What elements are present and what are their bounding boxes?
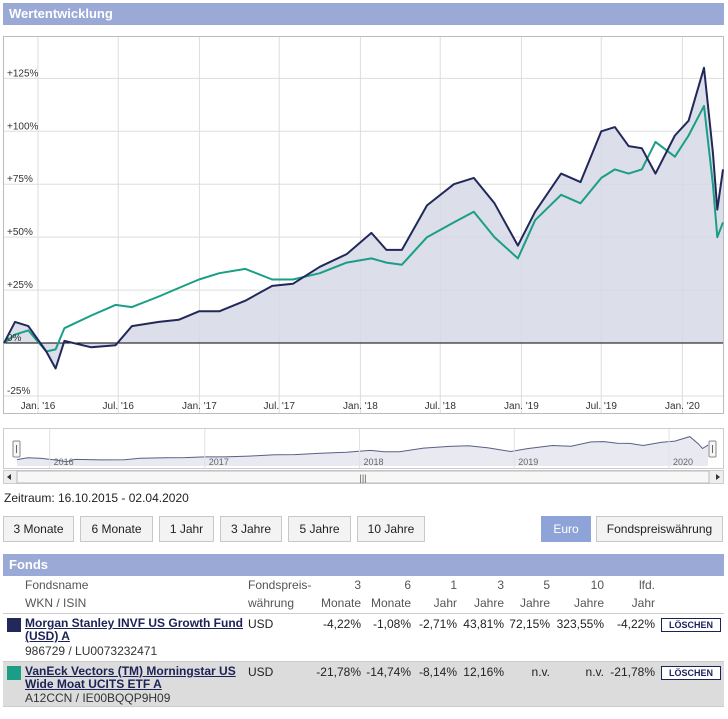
currency-euro-button[interactable]: Euro	[541, 516, 591, 542]
scrollbar-thumb[interactable]	[16, 470, 710, 484]
y-tick-label: -25%	[7, 386, 30, 397]
period-3-months-button[interactable]: 3 Monate	[3, 516, 74, 542]
fund-perf-3m: -21,78%	[316, 665, 361, 679]
col-header-currency: Fondspreis-währung	[248, 578, 312, 610]
period-6-months-button[interactable]: 6 Monate	[80, 516, 153, 542]
series-line-morgan-stanley	[3, 66, 724, 370]
performance-chart[interactable]: +125% +100% +75% +50% +25% 0% -25% Jan. '16 Jul.…	[3, 36, 724, 414]
series-line-vaneck	[3, 104, 724, 353]
period-5-years-button[interactable]: 5 Jahre	[288, 516, 351, 542]
x-tick-label: Jul. '18	[425, 401, 457, 412]
row-divider	[3, 661, 724, 662]
fund-perf-1y: -2,71%	[418, 617, 457, 631]
performance-panel-title: Wertentwicklung	[9, 6, 113, 21]
x-tick-label: Jul. '17	[264, 401, 296, 412]
fund-perf-6m: -1,08%	[372, 617, 411, 631]
x-tick-label: Jul. '16	[103, 401, 135, 412]
x-tick-label: Jan. '17	[182, 401, 217, 412]
fund-perf-10y: n.v.	[585, 665, 604, 679]
navigator-year-label: 2017	[209, 457, 229, 467]
table-bottom-divider	[3, 706, 724, 707]
navigator-year-label: 2018	[364, 457, 384, 467]
fund-perf-3m: -4,22%	[322, 617, 361, 631]
table-row: Morgan Stanley INVF US Growth Fund (USD)…	[3, 614, 724, 661]
series-color-swatch	[7, 666, 21, 680]
table-header-divider	[3, 613, 724, 614]
series-area-fill	[4, 67, 723, 369]
time-navigator[interactable]: 2016 2017 2018 2019 2020 |||	[3, 428, 724, 488]
period-range-text: Zeitraum: 16.10.2015 - 02.04.2020	[4, 491, 189, 505]
navigator-year-label: 2020	[673, 457, 693, 467]
col-header-6m: 6 Monate	[370, 578, 411, 610]
fonds-panel-header: Fonds	[3, 554, 724, 576]
currency-fund-button[interactable]: Fondspreiswährung	[596, 516, 723, 542]
period-1-year-button[interactable]: 1 Jahr	[159, 516, 214, 542]
x-tick-label: Jan. '20	[665, 401, 700, 412]
y-tick-label: +125%	[7, 68, 39, 79]
col-header-ytd: lfd. Jahr	[631, 578, 655, 610]
y-tick-label: 0%	[7, 333, 22, 344]
scroll-right-arrow-icon[interactable]	[716, 474, 720, 480]
x-tick-label: Jul. '19	[586, 401, 618, 412]
fund-perf-ytd: -4,22%	[616, 617, 655, 631]
navigator-line	[16, 436, 709, 463]
scroll-left-arrow-icon[interactable]	[7, 474, 11, 480]
delete-fund-button[interactable]: LÖSCHEN	[661, 666, 721, 680]
performance-panel-header: Wertentwicklung	[3, 3, 724, 25]
delete-fund-button[interactable]: LÖSCHEN	[661, 618, 721, 632]
fund-ids: 986729 / LU0073232471	[25, 644, 158, 658]
x-tick-label: Jan. '18	[343, 401, 378, 412]
col-header-3m: 3 Monate	[320, 578, 361, 610]
x-tick-label: Jan. '19	[504, 401, 539, 412]
fund-perf-10y: 323,55%	[556, 617, 604, 631]
col-header-3y: 3 Jahre	[473, 578, 504, 610]
col-header-1y: 1 Jahr	[433, 578, 457, 610]
x-tick-label: Jan. '16	[21, 401, 56, 412]
table-row: VanEck Vectors (TM) Morningstar US Wide …	[3, 662, 724, 706]
period-3-years-button[interactable]: 3 Jahre	[220, 516, 282, 542]
navigator-year-label: 2016	[54, 457, 74, 467]
fund-perf-5y: n.v.	[531, 665, 550, 679]
y-tick-label: +25%	[7, 280, 33, 291]
fund-ids: A12CCN / IE00BQQP9H09	[25, 691, 171, 705]
fund-perf-ytd: -21,78%	[610, 665, 655, 679]
y-tick-label: +100%	[7, 121, 39, 132]
fund-currency: USD	[248, 617, 274, 631]
period-10-years-button[interactable]: 10 Jahre	[357, 516, 425, 542]
series-color-swatch	[7, 618, 21, 632]
fund-perf-3y: 43,81%	[463, 617, 504, 631]
navigator-year-label: 2019	[518, 457, 538, 467]
fund-name-link[interactable]: Morgan Stanley INVF US Growth Fund (USD)…	[25, 616, 244, 643]
fund-perf-1y: -8,14%	[418, 665, 457, 679]
col-header-10y: 10 Jahre	[573, 578, 604, 610]
scrollbar-grip: |||	[359, 473, 366, 483]
y-tick-label: +75%	[7, 174, 33, 185]
fonds-panel-title: Fonds	[9, 557, 48, 572]
fund-perf-3y: 12,16%	[463, 665, 504, 679]
fund-perf-6m: -14,74%	[366, 665, 411, 679]
col-header-5y: 5 Jahre	[519, 578, 550, 610]
fund-name-link[interactable]: VanEck Vectors (TM) Morningstar US Wide …	[25, 664, 236, 691]
fund-currency: USD	[248, 665, 274, 679]
y-tick-label: +50%	[7, 227, 33, 238]
fund-perf-5y: 72,15%	[509, 617, 550, 631]
col-header-name: Fondsname WKN / ISIN	[25, 578, 89, 610]
